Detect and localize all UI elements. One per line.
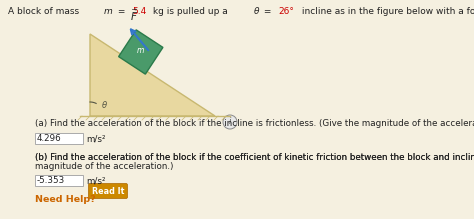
Text: m/s²: m/s² <box>86 134 106 143</box>
Text: kg is pulled up a: kg is pulled up a <box>150 7 231 16</box>
Text: 5.4: 5.4 <box>132 7 146 16</box>
Circle shape <box>223 115 237 129</box>
Text: m/s²: m/s² <box>86 176 106 185</box>
Text: 4.296: 4.296 <box>37 134 62 143</box>
Text: Read It: Read It <box>92 187 124 196</box>
Text: =: = <box>115 7 128 16</box>
Text: m: m <box>103 7 112 16</box>
FancyBboxPatch shape <box>35 175 83 186</box>
Text: -5.353: -5.353 <box>37 176 65 185</box>
Polygon shape <box>118 30 163 74</box>
Text: $\vec{F}$: $\vec{F}$ <box>129 7 137 23</box>
FancyBboxPatch shape <box>89 184 128 198</box>
Text: θ: θ <box>254 7 260 16</box>
Text: =: = <box>261 7 274 16</box>
Text: i: i <box>229 118 231 127</box>
FancyBboxPatch shape <box>35 133 83 144</box>
Text: Need Help?: Need Help? <box>35 195 96 204</box>
Text: 26°: 26° <box>279 7 294 16</box>
Polygon shape <box>90 34 215 116</box>
Text: (b) Find the acceleration of the block if the coefficient of kinetic friction be: (b) Find the acceleration of the block i… <box>35 153 474 162</box>
Text: (a) Find the acceleration of the block if the incline is frictionless. (Give the: (a) Find the acceleration of the block i… <box>35 119 474 128</box>
Text: incline as in the figure below with a force of magnitude: incline as in the figure below with a fo… <box>299 7 474 16</box>
Text: (b) Find the acceleration of the block if the coefficient of kinetic friction be: (b) Find the acceleration of the block i… <box>35 153 474 162</box>
Text: m: m <box>137 46 145 55</box>
Text: θ: θ <box>102 101 107 110</box>
Text: A block of mass: A block of mass <box>8 7 82 16</box>
Text: magnitude of the acceleration.): magnitude of the acceleration.) <box>35 162 173 171</box>
